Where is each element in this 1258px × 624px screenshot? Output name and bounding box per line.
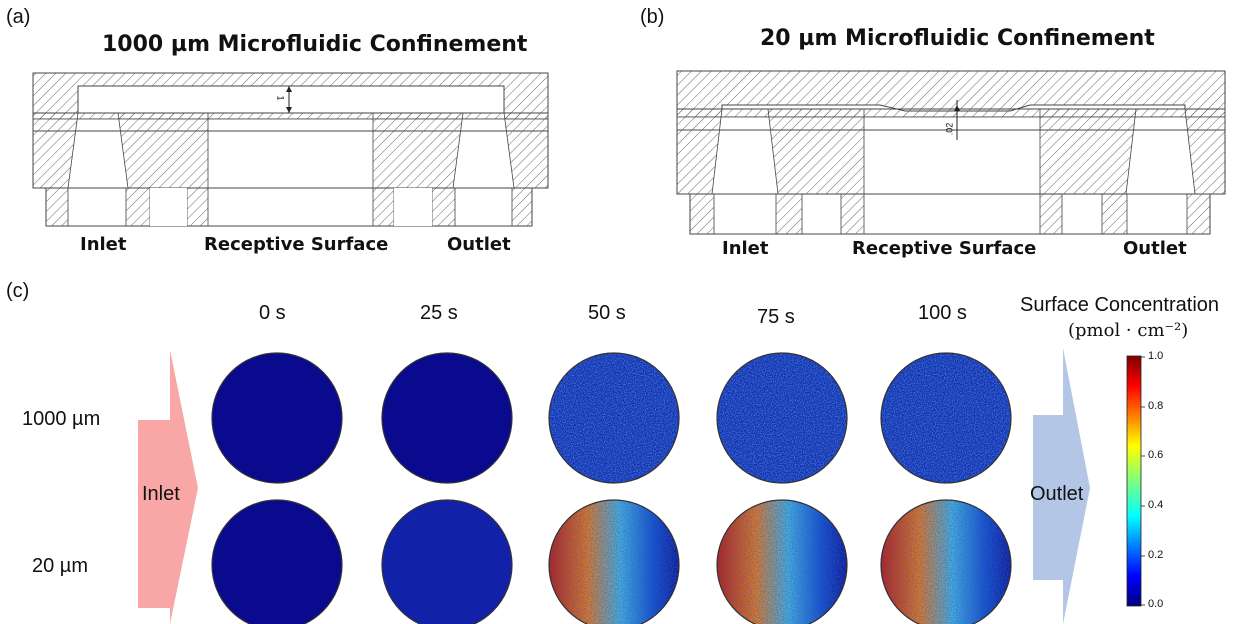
concentration-map-r1-c0 — [212, 500, 342, 624]
row-label-1000um: 1000 µm — [22, 408, 101, 430]
time-label-0: 0 s — [259, 302, 286, 324]
colorbar-tick-0-6: 0.6 — [1148, 449, 1164, 461]
colorbar-tick-0-4: 0.4 — [1148, 499, 1164, 511]
concentration-map-r0-c2 — [549, 353, 679, 483]
panel-b-caption-surface: Receptive Surface — [852, 238, 1037, 259]
colorbar-title: Surface Concentration — [1020, 294, 1220, 316]
panel-b-caption-inlet: Inlet — [722, 238, 769, 259]
inlet-arrow-label: Inlet — [142, 483, 180, 505]
panel-a-caption-outlet: Outlet — [447, 234, 511, 255]
panel-a-dimension: 1 — [275, 95, 286, 101]
colorbar — [1126, 355, 1142, 607]
colorbar-tick-0-0: 0.0 — [1148, 598, 1164, 610]
concentration-map-r0-c0 — [212, 353, 342, 483]
concentration-maps — [211, 352, 1012, 624]
panel-a-title: 1000 µm Microfluidic Confinement — [102, 32, 528, 57]
row-label-20um: 20 µm — [32, 555, 88, 577]
time-label-50: 50 s — [588, 302, 626, 324]
time-label-100: 100 s — [918, 302, 967, 324]
schematic-b — [676, 70, 1226, 235]
time-label-25: 25 s — [420, 302, 458, 324]
colorbar-unit: (pmol · cm⁻²) — [1068, 320, 1189, 341]
concentration-map-outline — [381, 499, 513, 624]
colorbar-tick-0-8: 0.8 — [1148, 400, 1164, 412]
panel-a-caption-surface: Receptive Surface — [204, 234, 389, 255]
concentration-map-r1-c3 — [717, 500, 847, 624]
concentration-map-r1-c2 — [549, 500, 679, 624]
concentration-map-r0-c4 — [881, 353, 1011, 483]
concentration-map-outline — [211, 352, 343, 484]
colorbar-ticks — [1141, 356, 1145, 606]
concentration-map-outline — [880, 499, 1012, 624]
schematic-a — [32, 72, 549, 227]
concentration-map-r0-c3 — [717, 353, 847, 483]
colorbar-tick-1-0: 1.0 — [1148, 350, 1164, 362]
panel-b-caption-outlet: Outlet — [1123, 238, 1187, 259]
panel-a-label: (a) — [6, 6, 31, 28]
concentration-map-r0-c1 — [382, 353, 512, 483]
concentration-map-outline — [548, 499, 680, 624]
concentration-map-r1-c4 — [881, 500, 1011, 624]
concentration-map-r1-c1 — [382, 500, 512, 624]
colorbar-tick-0-2: 0.2 — [1148, 549, 1164, 561]
panel-b-title: 20 µm Microfluidic Confinement — [760, 26, 1155, 51]
outlet-arrow — [1033, 348, 1090, 624]
outlet-arrow-label: Outlet — [1030, 483, 1084, 505]
panel-b-dimension: .02 — [944, 122, 955, 136]
concentration-map-outline — [548, 352, 680, 484]
concentration-map-outline — [716, 352, 848, 484]
panel-a-caption-inlet: Inlet — [80, 234, 127, 255]
concentration-map-outline — [716, 499, 848, 624]
panel-b-label: (b) — [640, 6, 665, 28]
concentration-map-outline — [381, 352, 513, 484]
time-label-75: 75 s — [757, 306, 795, 328]
concentration-map-outline — [211, 499, 343, 624]
concentration-map-outline — [880, 352, 1012, 484]
panel-c-label: (c) — [6, 280, 30, 302]
inlet-arrow — [138, 350, 198, 624]
